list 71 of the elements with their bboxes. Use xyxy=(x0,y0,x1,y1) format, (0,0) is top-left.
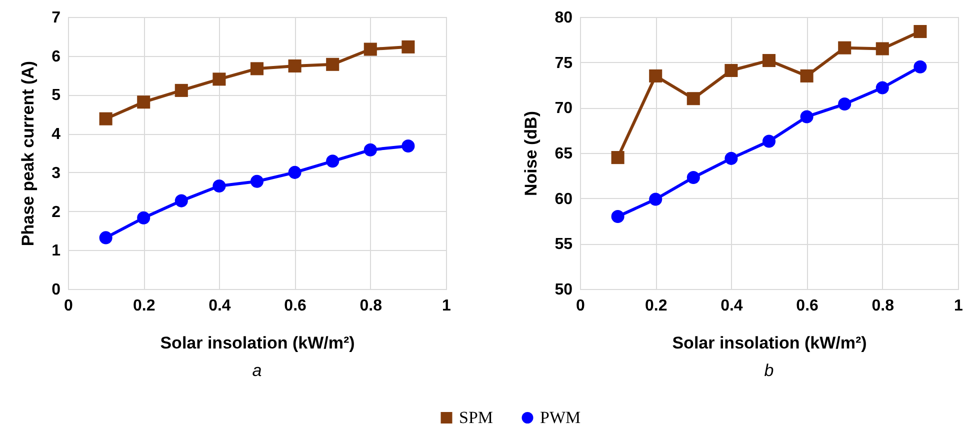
text: a xyxy=(252,361,262,380)
point xyxy=(288,59,302,72)
x-axis-title: Solar insolation (kW/m²) xyxy=(672,334,867,352)
x-tick-label: 0 xyxy=(64,298,74,314)
x-tick-label: 0.4 xyxy=(720,298,743,314)
point xyxy=(838,98,852,111)
y-tick-label: 0 xyxy=(52,282,61,298)
legend-label: SPM xyxy=(459,408,494,427)
point xyxy=(914,24,927,38)
point xyxy=(137,96,150,109)
x-axis-title: Solar insolation (kW/m²) xyxy=(160,334,355,352)
point xyxy=(326,154,340,168)
y-tick-label: 80 xyxy=(554,10,573,26)
point xyxy=(364,143,377,156)
point xyxy=(364,42,377,56)
y-tick-label: 2 xyxy=(52,204,61,221)
point xyxy=(402,40,415,54)
x-tick-label: 0.6 xyxy=(284,298,307,314)
x-tick-label: 0 xyxy=(576,298,586,314)
y-tick-label: 3 xyxy=(52,164,61,182)
y-tick-label: 60 xyxy=(554,190,573,208)
point xyxy=(838,41,852,54)
point xyxy=(326,58,340,71)
y-axis-title: Noise (dB) xyxy=(522,111,541,196)
x-tick-label: 0.2 xyxy=(132,298,156,314)
point xyxy=(686,92,700,106)
y-tick-label: 50 xyxy=(554,282,573,298)
y-tick-label: 5 xyxy=(52,87,61,104)
point xyxy=(137,211,150,224)
y-tick-label: 55 xyxy=(554,236,573,254)
y-tick-label: 1 xyxy=(52,242,61,260)
point xyxy=(611,151,624,164)
point xyxy=(724,64,738,78)
x-tick-label: 0.4 xyxy=(208,298,231,314)
point xyxy=(762,134,776,148)
y-tick-label: 70 xyxy=(554,100,573,118)
point xyxy=(800,69,814,82)
point xyxy=(611,210,624,223)
point xyxy=(212,72,226,86)
x-tick-label: 0.8 xyxy=(360,298,382,314)
x-tick-label: 1 xyxy=(442,298,452,314)
point xyxy=(288,166,302,179)
x-tick-label: 0.6 xyxy=(796,298,819,314)
point xyxy=(649,192,662,206)
point xyxy=(800,110,814,124)
point xyxy=(99,112,112,126)
point xyxy=(762,54,776,68)
point xyxy=(402,140,415,153)
point xyxy=(876,81,889,94)
point xyxy=(250,174,264,188)
y-tick-label: 65 xyxy=(554,146,573,162)
legend-label: PWM xyxy=(540,408,581,427)
point xyxy=(649,69,662,82)
y-tick-label: 6 xyxy=(52,48,61,66)
x-tick-label: 1 xyxy=(954,298,964,314)
point xyxy=(250,62,264,76)
point xyxy=(686,170,700,184)
point xyxy=(174,84,188,97)
point xyxy=(212,180,226,193)
x-tick-label: 0.2 xyxy=(644,298,668,314)
point xyxy=(914,60,927,74)
text: b xyxy=(764,361,774,380)
point xyxy=(99,231,112,244)
y-tick-label: 75 xyxy=(554,54,573,72)
point xyxy=(876,42,889,56)
y-tick-label: 4 xyxy=(52,126,61,144)
y-axis-title: Phase peak current (A) xyxy=(18,60,38,246)
point xyxy=(174,194,188,208)
point xyxy=(724,152,738,165)
x-tick-label: 0.8 xyxy=(872,298,894,314)
y-tick-label: 7 xyxy=(52,10,61,26)
